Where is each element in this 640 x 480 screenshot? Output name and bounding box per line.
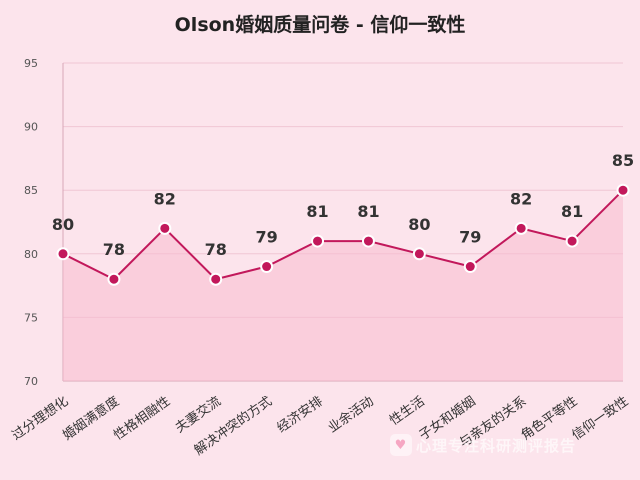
- x-tick-label: 信仰一致性: [569, 394, 631, 444]
- y-tick-label: 80: [24, 248, 38, 261]
- x-tick-label: 过分理想化: [9, 393, 71, 443]
- data-label: 80: [52, 215, 74, 234]
- data-point: [565, 234, 579, 248]
- heart-icon: ♥: [390, 434, 412, 456]
- data-point: [463, 260, 477, 274]
- data-label: 82: [154, 189, 176, 208]
- area-fill: [63, 190, 623, 381]
- watermark-text: 心理专注科研测评报告: [416, 436, 577, 455]
- data-point: [361, 234, 375, 248]
- series-line-layer: [62, 189, 624, 281]
- data-point: [107, 272, 121, 286]
- x-tick-label: 性生活: [387, 394, 428, 429]
- data-labels: 80 78 82 78 79 81 81 80 79 82 81 85: [52, 151, 634, 259]
- x-tick-label: 经济安排: [275, 394, 326, 436]
- data-point: [514, 221, 528, 235]
- chart-title: Olson婚姻质量问卷 - 信仰一致性: [174, 14, 466, 36]
- y-tick-label: 70: [24, 375, 38, 388]
- y-tick-label: 90: [24, 121, 38, 134]
- data-point: [56, 247, 70, 261]
- data-label: 81: [306, 202, 328, 221]
- data-label: 79: [459, 228, 481, 247]
- x-tick-label: 婚姻满意度: [60, 393, 122, 443]
- y-tick-label: 85: [24, 184, 38, 197]
- data-points: [56, 183, 630, 286]
- x-tick-label: 性格相融性: [111, 393, 173, 443]
- data-point: [260, 260, 274, 274]
- data-label: 81: [357, 202, 379, 221]
- data-label: 78: [103, 240, 125, 259]
- data-point: [311, 234, 325, 248]
- area-fill-layer: [63, 190, 623, 381]
- series-line: [62, 189, 624, 281]
- y-tick-label: 75: [24, 311, 38, 324]
- x-tick-label: 业余活动: [325, 393, 377, 436]
- data-label: 79: [256, 228, 278, 247]
- data-point: [158, 221, 172, 235]
- data-label: 80: [408, 215, 430, 234]
- y-axis-ticks: 70 75 80 85 90 95: [24, 57, 38, 388]
- data-point: [412, 247, 426, 261]
- data-label: 81: [561, 202, 583, 221]
- data-label: 78: [205, 240, 227, 259]
- watermark: ♥ 心理专注科研测评报告: [390, 434, 576, 456]
- data-point: [209, 272, 223, 286]
- y-tick-label: 95: [24, 57, 38, 70]
- data-label: 82: [510, 189, 532, 208]
- data-label: 85: [612, 151, 634, 170]
- data-point: [616, 183, 630, 197]
